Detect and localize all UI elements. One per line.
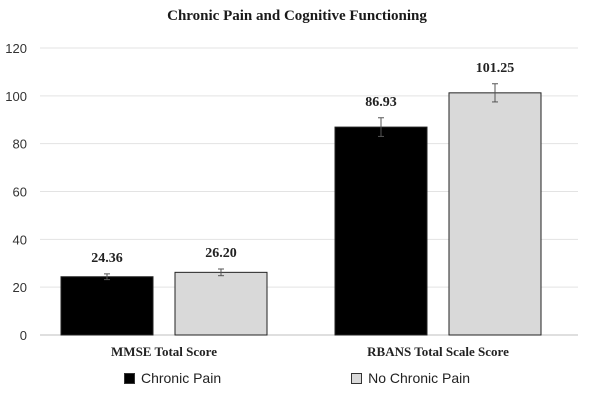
x-axis-tick-labels: MMSE Total Score RBANS Total Scale Score	[111, 344, 509, 359]
data-label: 86.93	[365, 95, 397, 110]
legend: Chronic Pain No Chronic Pain	[0, 370, 594, 386]
y-tick-label: 0	[20, 328, 27, 343]
bar	[174, 271, 268, 336]
y-tick-label: 40	[13, 232, 27, 247]
x-tick-label: RBANS Total Scale Score	[367, 344, 509, 359]
y-tick-label: 60	[13, 185, 27, 200]
legend-swatch-chronic-pain	[123, 372, 135, 384]
bar	[334, 126, 428, 336]
data-labels: 24.36 26.20 86.93 101.25	[91, 61, 514, 266]
data-label: 26.20	[205, 246, 237, 261]
data-label: 101.25	[476, 61, 515, 76]
x-tick-label: MMSE Total Score	[111, 344, 217, 359]
y-axis-tick-labels: 0 20 40 60 80 100 120	[5, 41, 27, 343]
legend-label-no-chronic-pain: No Chronic Pain	[368, 370, 471, 386]
bar	[60, 276, 154, 336]
legend-item-no-chronic-pain: No Chronic Pain	[351, 370, 470, 386]
bar	[448, 92, 542, 336]
data-label: 24.36	[91, 251, 123, 266]
error-bars	[104, 83, 498, 281]
y-tick-label: 80	[13, 137, 27, 152]
legend-item-chronic-pain: Chronic Pain	[123, 370, 222, 386]
bars	[60, 92, 542, 336]
legend-label-chronic-pain: Chronic Pain	[140, 370, 222, 386]
chart-title: Chronic Pain and Cognitive Functioning	[167, 8, 427, 24]
y-tick-label: 120	[5, 41, 27, 56]
y-tick-label: 20	[13, 280, 27, 295]
y-tick-label: 100	[5, 89, 27, 104]
legend-swatch-no-chronic-pain	[351, 372, 363, 384]
